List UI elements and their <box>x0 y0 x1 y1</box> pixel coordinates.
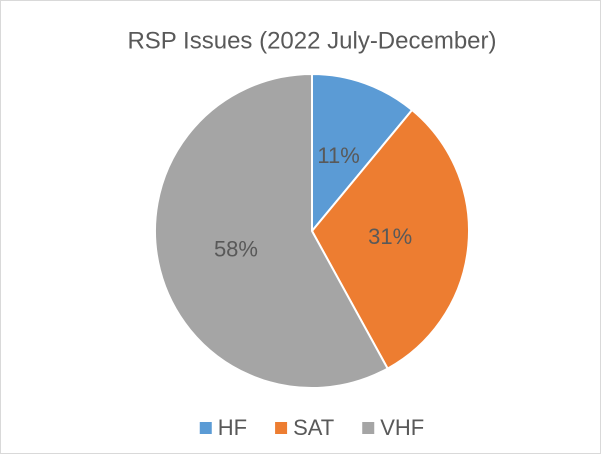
legend-label: HF <box>218 415 247 440</box>
pie-slice <box>154 72 389 389</box>
legend-swatch <box>275 422 288 434</box>
data-label: 58% <box>214 236 258 261</box>
legend-swatch <box>199 422 212 434</box>
legend-label: VHF <box>380 415 424 440</box>
data-label: 31% <box>368 224 412 249</box>
chart-title: RSP Issues (2022 July-December) <box>127 27 496 54</box>
pie-slice <box>311 72 414 234</box>
legend-label: SAT <box>293 415 334 440</box>
pie-slice <box>310 108 470 370</box>
data-label: 11% <box>317 143 359 168</box>
legend-swatch <box>362 422 375 434</box>
